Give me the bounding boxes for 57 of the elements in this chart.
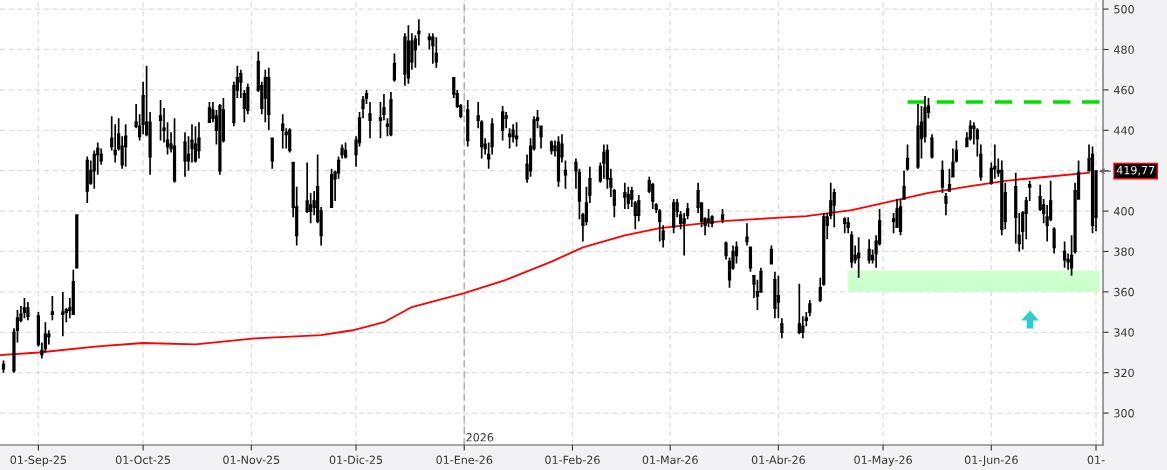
y-tick-label: 400 <box>1113 207 1134 216</box>
candlestick <box>622 181 628 210</box>
candlestick <box>60 291 66 338</box>
candlestick <box>510 123 516 144</box>
candlestick <box>367 101 373 140</box>
candlestick <box>196 121 202 160</box>
x-tick-label: 01-Feb-26 <box>545 455 600 465</box>
y-tick-label: 300 <box>1114 409 1134 418</box>
candlestick <box>744 222 750 247</box>
candlestick <box>514 121 520 148</box>
y-tick-label: 500 <box>1114 5 1134 14</box>
candlestick <box>842 216 848 235</box>
candlestick <box>49 295 55 322</box>
candlestick <box>433 36 439 69</box>
x-tick-label: 01-Sep-25 <box>10 455 67 467</box>
candlestick <box>339 143 345 160</box>
candlestick <box>430 32 436 65</box>
candlestick <box>779 317 785 340</box>
x-tick-label: 01-Jun-26 <box>964 455 1018 467</box>
candlestick <box>723 240 729 261</box>
y-tick-label: 320 <box>1114 368 1134 378</box>
candlestick <box>625 186 631 210</box>
y-tick-label: 360 <box>1114 287 1134 297</box>
y-tick-label: 440 <box>1113 126 1134 135</box>
candlestick <box>182 131 188 178</box>
candlestick <box>943 192 949 216</box>
candlestick <box>507 127 513 150</box>
y-tick-label: 460 <box>1113 85 1134 95</box>
x-tick-label: 01-Mar-26 <box>642 455 698 465</box>
x-tick-label: 01-Oct-25 <box>115 455 171 465</box>
y-tick-label: 340 <box>1114 328 1134 337</box>
candlestick <box>266 66 272 132</box>
annotation: 419,77 <box>1116 165 1155 176</box>
candlestick <box>562 159 569 190</box>
candlestick <box>280 113 286 150</box>
line-series <box>0 171 1090 357</box>
ref-line-label: 2026 <box>466 433 494 442</box>
candlestick <box>866 238 872 265</box>
y-tick-label: 380 <box>1114 247 1134 256</box>
candlestick <box>845 216 851 235</box>
x-tick-label: 01-May-26 <box>854 455 912 467</box>
candlestick <box>157 99 164 142</box>
y-tick-label: 480 <box>1113 45 1134 54</box>
candlestick <box>796 282 802 336</box>
candlestick <box>775 274 781 319</box>
x-tick-label: 01-Ene-26 <box>436 455 493 465</box>
x-tick-label: 01- <box>1087 455 1105 465</box>
x-tick-label: 01-Nov-25 <box>223 455 280 465</box>
candlestick <box>388 91 394 138</box>
x-tick-label: 01-Abr-26 <box>751 455 805 465</box>
candlestick <box>25 301 31 322</box>
candlestick <box>21 297 28 319</box>
candlestick <box>856 236 862 279</box>
x-tick-label: 01-Dic-25 <box>329 455 383 465</box>
candlestick <box>915 103 921 170</box>
candlestick <box>772 270 778 319</box>
candlestick <box>929 133 935 160</box>
